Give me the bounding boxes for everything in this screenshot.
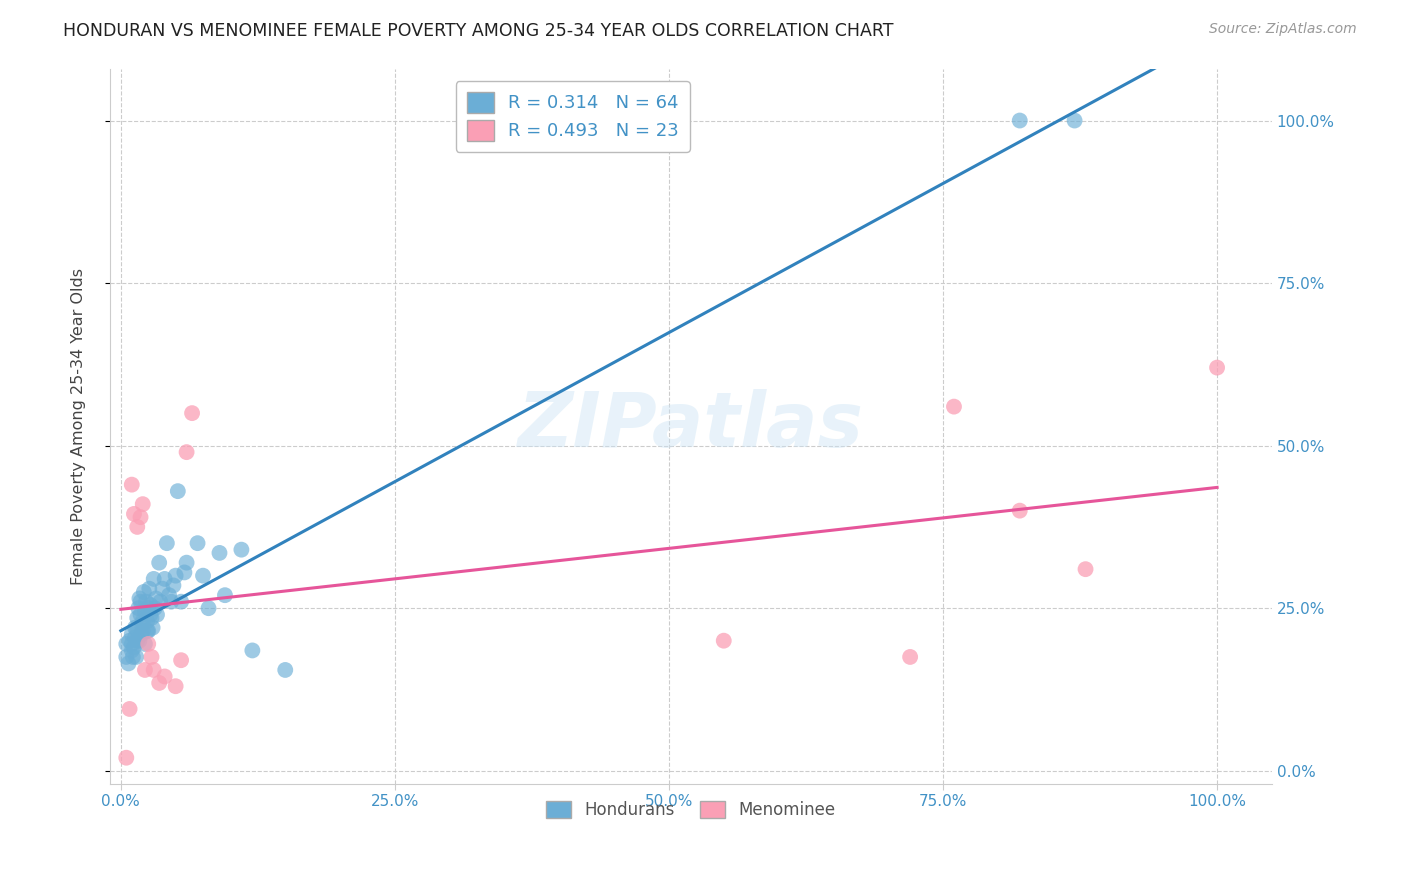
Hondurans: [129, 595, 152, 609]
Hondurans: [124, 631, 146, 645]
Menominee: [170, 653, 193, 667]
Hondurans: [118, 633, 141, 648]
Menominee: [943, 400, 966, 414]
Hondurans: [134, 637, 156, 651]
Hondurans: [1063, 113, 1085, 128]
Hondurans: [274, 663, 297, 677]
Hondurans: [165, 568, 187, 582]
Menominee: [181, 406, 204, 420]
Hondurans: [197, 601, 219, 615]
Hondurans: [143, 601, 166, 615]
Hondurans: [153, 572, 176, 586]
Hondurans: [231, 542, 253, 557]
Hondurans: [135, 595, 157, 609]
Hondurans: [142, 621, 165, 635]
Menominee: [127, 520, 149, 534]
Hondurans: [115, 649, 138, 664]
Hondurans: [136, 624, 159, 638]
Menominee: [129, 510, 152, 524]
Hondurans: [139, 598, 162, 612]
Hondurans: [127, 624, 149, 638]
Hondurans: [141, 611, 163, 625]
Hondurans: [127, 611, 149, 625]
Hondurans: [208, 546, 231, 560]
Hondurans: [132, 585, 155, 599]
Menominee: [713, 633, 735, 648]
Menominee: [148, 676, 170, 690]
Hondurans: [132, 624, 155, 638]
Hondurans: [240, 643, 263, 657]
Hondurans: [138, 582, 160, 596]
Menominee: [1074, 562, 1097, 576]
Hondurans: [129, 607, 152, 622]
Hondurans: [115, 637, 138, 651]
Menominee: [115, 750, 138, 764]
Hondurans: [136, 601, 159, 615]
Hondurans: [117, 657, 139, 671]
Hondurans: [132, 614, 155, 628]
Hondurans: [173, 566, 195, 580]
Hondurans: [142, 572, 165, 586]
Y-axis label: Female Poverty Among 25-34 Year Olds: Female Poverty Among 25-34 Year Olds: [72, 268, 86, 584]
Hondurans: [122, 649, 145, 664]
Hondurans: [128, 591, 150, 606]
Menominee: [1008, 503, 1031, 517]
Hondurans: [131, 617, 153, 632]
Menominee: [1206, 360, 1229, 375]
Hondurans: [170, 595, 193, 609]
Hondurans: [157, 588, 180, 602]
Hondurans: [125, 649, 148, 664]
Menominee: [165, 679, 187, 693]
Hondurans: [156, 536, 179, 550]
Hondurans: [187, 536, 209, 550]
Hondurans: [127, 601, 149, 615]
Text: ZIPatlas: ZIPatlas: [517, 389, 863, 463]
Hondurans: [1008, 113, 1031, 128]
Hondurans: [122, 640, 145, 655]
Menominee: [141, 649, 163, 664]
Menominee: [121, 477, 143, 491]
Hondurans: [176, 556, 198, 570]
Hondurans: [214, 588, 236, 602]
Hondurans: [121, 627, 143, 641]
Text: HONDURAN VS MENOMINEE FEMALE POVERTY AMONG 25-34 YEAR OLDS CORRELATION CHART: HONDURAN VS MENOMINEE FEMALE POVERTY AMO…: [63, 22, 894, 40]
Text: Source: ZipAtlas.com: Source: ZipAtlas.com: [1209, 22, 1357, 37]
Menominee: [118, 702, 141, 716]
Menominee: [122, 507, 145, 521]
Menominee: [136, 637, 159, 651]
Legend: Hondurans, Menominee: Hondurans, Menominee: [540, 794, 842, 825]
Hondurans: [152, 582, 174, 596]
Hondurans: [127, 633, 149, 648]
Hondurans: [191, 568, 214, 582]
Hondurans: [136, 624, 159, 638]
Menominee: [153, 669, 176, 683]
Hondurans: [121, 637, 143, 651]
Hondurans: [149, 595, 172, 609]
Menominee: [142, 663, 165, 677]
Hondurans: [146, 607, 169, 622]
Hondurans: [145, 591, 167, 606]
Hondurans: [134, 604, 156, 618]
Hondurans: [136, 614, 159, 628]
Hondurans: [160, 595, 183, 609]
Menominee: [132, 497, 155, 511]
Hondurans: [139, 607, 162, 622]
Hondurans: [148, 556, 170, 570]
Menominee: [898, 649, 921, 664]
Hondurans: [162, 578, 184, 592]
Menominee: [134, 663, 156, 677]
Hondurans: [131, 627, 153, 641]
Hondurans: [166, 484, 188, 499]
Hondurans: [124, 621, 146, 635]
Menominee: [176, 445, 198, 459]
Hondurans: [121, 643, 143, 657]
Hondurans: [128, 633, 150, 648]
